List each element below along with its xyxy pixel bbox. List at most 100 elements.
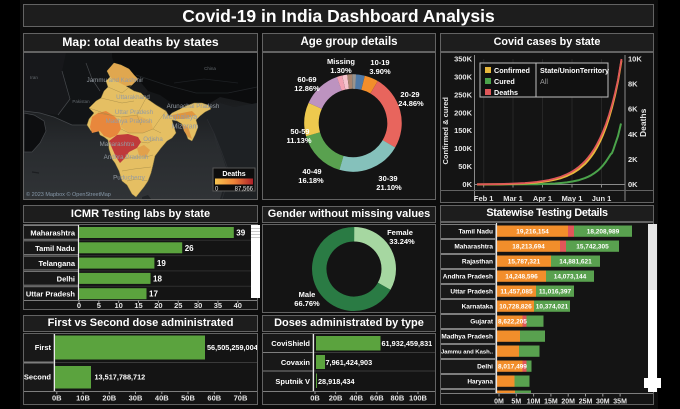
svg-text:Odisha: Odisha [143, 136, 163, 143]
svg-text:Gujarat: Gujarat [470, 319, 494, 326]
svg-text:May 1: May 1 [562, 194, 583, 202]
svg-text:Covaxin: Covaxin [281, 358, 311, 367]
svg-text:21.10%: 21.10% [376, 183, 402, 192]
svg-text:10K: 10K [628, 55, 642, 64]
svg-text:20M: 20M [561, 399, 575, 405]
svg-text:Feb 1: Feb 1 [474, 194, 494, 202]
svg-text:10: 10 [115, 301, 123, 309]
svg-text:19,216,154: 19,216,154 [516, 228, 549, 235]
svg-text:Andhra Pradesh: Andhra Pradesh [443, 273, 493, 280]
svg-text:Andhra Pradesh: Andhra Pradesh [104, 154, 149, 161]
svg-text:0B: 0B [310, 394, 320, 403]
svg-text:30B: 30B [129, 394, 143, 403]
svg-text:15,742,305: 15,742,305 [576, 243, 609, 250]
svg-text:39: 39 [236, 229, 245, 238]
svg-text:8,017,499: 8,017,499 [498, 364, 527, 371]
svg-text:Confirmed & cured: Confirmed & cured [441, 97, 450, 165]
svg-text:16.18%: 16.18% [298, 176, 324, 185]
svg-text:Jun 1: Jun 1 [592, 194, 612, 202]
svg-text:Deaths: Deaths [638, 108, 648, 137]
svg-text:Tamil Nadu: Tamil Nadu [458, 228, 493, 235]
svg-text:30: 30 [194, 301, 202, 309]
svg-text:40-49: 40-49 [302, 167, 321, 176]
svg-text:18,213,694: 18,213,694 [512, 243, 545, 250]
svg-text:0B: 0B [52, 394, 62, 403]
svg-text:8K: 8K [628, 80, 638, 89]
svg-text:10-19: 10-19 [370, 58, 389, 67]
svg-text:20-29: 20-29 [400, 90, 419, 99]
svg-text:State/UnionTerritory: State/UnionTerritory [540, 66, 609, 75]
svg-text:Meghalaya: Meghalaya [163, 114, 197, 121]
svg-text:6K: 6K [628, 105, 638, 114]
svg-text:40B: 40B [155, 394, 169, 403]
svg-text:Confirmed: Confirmed [494, 66, 530, 75]
svg-text:Tamil Nadu: Tamil Nadu [35, 244, 75, 253]
svg-text:19: 19 [157, 259, 166, 268]
svg-text:3.90%: 3.90% [369, 67, 391, 76]
svg-text:Uttar Pradesh: Uttar Pradesh [450, 289, 493, 296]
svg-text:0M: 0M [494, 399, 504, 405]
svg-text:Male: Male [299, 290, 316, 299]
svg-text:35M: 35M [613, 399, 627, 405]
svg-text:18: 18 [153, 274, 162, 283]
svg-text:61,932,459,831: 61,932,459,831 [382, 339, 433, 348]
svg-text:12.86%: 12.86% [294, 84, 320, 93]
svg-text:50K: 50K [458, 162, 472, 171]
svg-text:5M: 5M [511, 399, 521, 405]
svg-text:Sputnik V: Sputnik V [275, 377, 310, 386]
svg-text:© 2023 Mapbox © OpenStreetMap: © 2023 Mapbox © OpenStreetMap [26, 191, 111, 198]
svg-text:0: 0 [77, 301, 81, 309]
svg-text:1.30%: 1.30% [330, 66, 352, 75]
svg-text:Delhi: Delhi [57, 274, 75, 283]
svg-text:Cured: Cured [494, 77, 515, 86]
svg-text:30-39: 30-39 [378, 174, 397, 183]
svg-text:11,457,085: 11,457,085 [500, 289, 533, 296]
svg-text:2K: 2K [628, 155, 638, 164]
svg-text:Iran: Iran [30, 75, 38, 80]
svg-text:50-59: 50-59 [290, 127, 309, 136]
svg-text:All: All [540, 77, 548, 86]
svg-text:Apr 1: Apr 1 [533, 194, 552, 202]
svg-text:100B: 100B [409, 394, 428, 403]
svg-text:Maharashtra: Maharashtra [454, 243, 493, 250]
svg-text:40B: 40B [349, 394, 363, 403]
svg-text:Madhya Pradesh: Madhya Pradesh [441, 334, 493, 341]
svg-text:First: First [35, 343, 52, 352]
svg-text:13,517,788,712: 13,517,788,712 [95, 373, 146, 382]
svg-text:35: 35 [214, 301, 222, 309]
svg-text:18,208,989: 18,208,989 [587, 228, 620, 235]
svg-text:Deaths: Deaths [222, 171, 245, 178]
svg-text:33.24%: 33.24% [389, 237, 415, 246]
svg-text:Maharashtra: Maharashtra [30, 229, 75, 238]
svg-text:Puducherry: Puducherry [113, 175, 146, 182]
svg-text:China: China [204, 66, 216, 71]
svg-text:Mizoram: Mizoram [172, 124, 199, 131]
svg-text:66.76%: 66.76% [294, 299, 320, 308]
svg-text:25M: 25M [579, 399, 593, 405]
svg-text:Rajasthan: Rajasthan [462, 258, 493, 265]
svg-text:Jammu and Kashmir: Jammu and Kashmir [87, 77, 144, 84]
svg-text:200K: 200K [454, 108, 473, 117]
svg-text:0K: 0K [462, 180, 472, 189]
svg-text:4K: 4K [628, 130, 638, 139]
svg-text:Delhi: Delhi [477, 364, 493, 371]
svg-text:10M: 10M [527, 399, 541, 405]
svg-text:80B: 80B [391, 394, 405, 403]
svg-text:150K: 150K [454, 126, 473, 135]
svg-text:20B: 20B [329, 394, 343, 403]
svg-text:Second: Second [24, 373, 51, 382]
svg-text:Jammu and Kash..: Jammu and Kash.. [441, 350, 493, 356]
svg-text:Haryana: Haryana [467, 379, 493, 386]
svg-text:5: 5 [97, 301, 101, 309]
svg-text:14,248,596: 14,248,596 [505, 273, 538, 280]
svg-text:15,787,321: 15,787,321 [508, 258, 541, 265]
svg-text:350K: 350K [454, 55, 473, 64]
svg-text:Maharashtra: Maharashtra [100, 141, 135, 148]
svg-text:15: 15 [134, 301, 142, 309]
svg-text:CoviShield: CoviShield [271, 339, 310, 348]
svg-text:24.86%: 24.86% [398, 99, 424, 108]
svg-text:Deaths: Deaths [494, 88, 518, 97]
svg-text:60B: 60B [207, 394, 221, 403]
svg-text:50B: 50B [181, 394, 195, 403]
svg-text:60-69: 60-69 [297, 75, 316, 84]
